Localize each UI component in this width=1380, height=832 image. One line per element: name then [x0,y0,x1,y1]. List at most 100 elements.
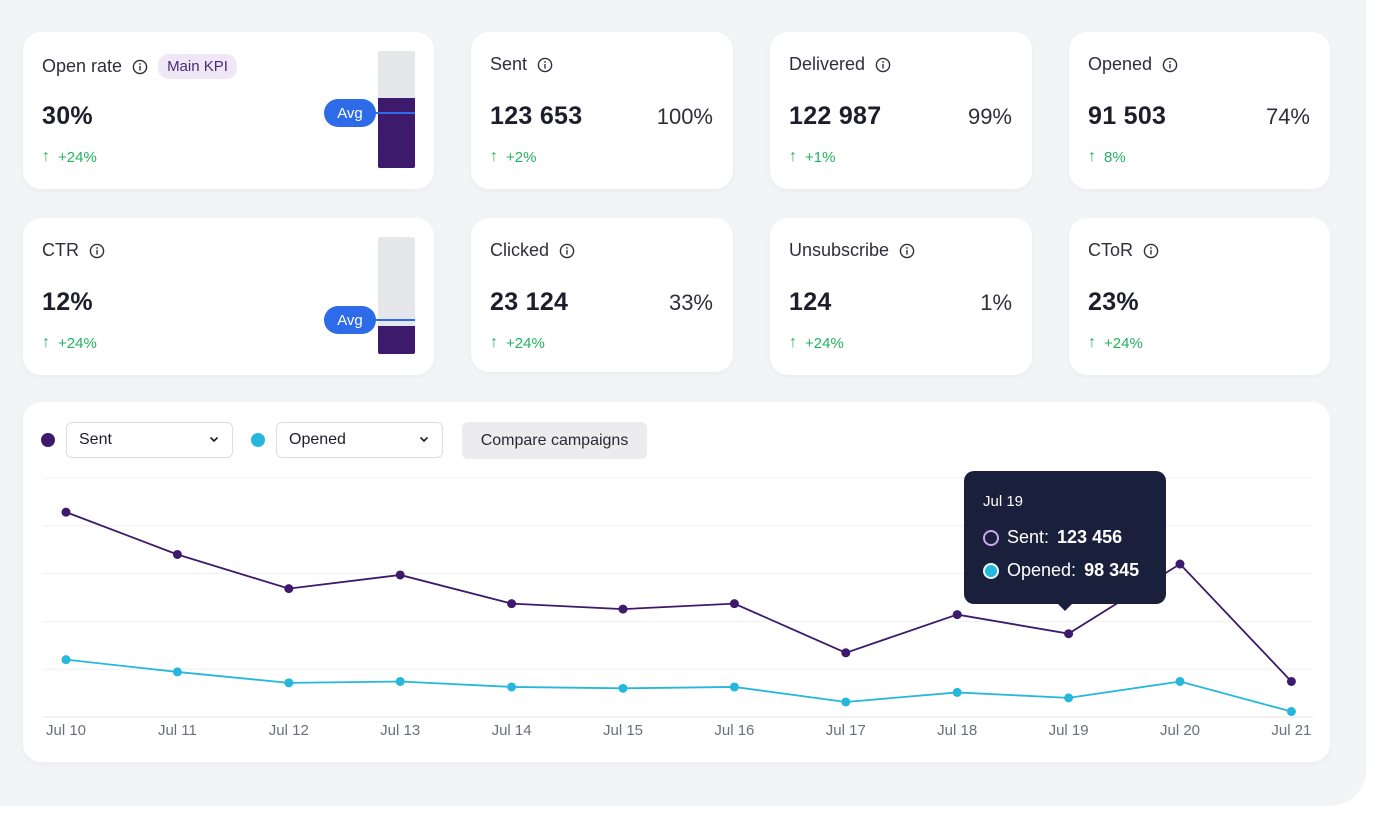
kpi-card-clicked[interactable]: Clicked 23 124 33% ↑ +24% [471,218,733,372]
x-tick-label: Jul 18 [937,722,977,739]
x-tick-label: Jul 13 [380,722,420,739]
arrow-up-icon: ↑ [789,148,797,165]
card-value: 124 [789,288,832,316]
data-point-opened[interactable] [61,655,71,665]
card-delta: ↑ +24% [1088,334,1143,352]
data-point-opened[interactable] [395,676,405,686]
data-point-sent[interactable] [952,610,962,620]
card-value: 23% [1088,288,1139,316]
card-title: Delivered [789,54,866,74]
arrow-up-icon: ↑ [1088,148,1096,165]
card-title: Unsubscribe [789,240,890,260]
card-percent: 33% [668,290,713,315]
series2-select[interactable]: Opened [276,422,443,458]
card-title-row: CToR [1088,240,1159,261]
data-point-sent[interactable] [284,584,294,594]
card-title-row: Sent [490,54,553,75]
tooltip-opened-label: Opened: [1007,560,1077,580]
avg-line [363,319,415,322]
arrow-up-icon: ↑ [490,148,498,165]
data-point-opened[interactable] [841,697,851,707]
info-icon[interactable] [89,243,105,259]
data-point-sent[interactable] [61,507,71,517]
data-point-opened[interactable] [172,667,182,677]
data-point-sent[interactable] [729,599,739,609]
data-point-opened[interactable] [507,682,517,692]
line-chart[interactable]: Jul 10 Jul 11 Jul 12 Jul 13 Jul 14 Jul 15 Jul … [23,402,1330,762]
data-point-sent[interactable] [1064,629,1074,639]
arrow-up-icon: ↑ [1088,334,1096,351]
card-delta: ↑ 8% [1088,148,1126,166]
arrow-up-icon: ↑ [789,334,797,351]
info-icon[interactable] [537,57,553,73]
card-title: Sent [490,54,528,74]
series-line-opened [65,658,1292,713]
sent-marker-icon [983,529,999,546]
data-point-sent[interactable] [507,599,517,609]
data-point-sent[interactable] [395,570,405,580]
data-point-sent[interactable] [841,648,851,658]
series1-select[interactable]: Sent [66,422,233,458]
data-point-opened[interactable] [1175,676,1185,686]
info-icon[interactable] [875,57,891,73]
info-icon[interactable] [1143,243,1159,259]
card-delta: ↑ +24% [490,334,545,352]
card-value: 122 987 [789,102,882,130]
chevron-down-icon [209,436,219,443]
sent-legend-dot [41,433,55,447]
main-kpi-badge: Main KPI [158,54,237,79]
x-tick-label: Jul 19 [1049,722,1089,739]
kpi-card-unsubscribe[interactable]: Unsubscribe 124 1% ↑ +24% [770,218,1032,375]
data-point-sent[interactable] [618,604,628,614]
delta-value: +1% [805,148,836,166]
delta-value: +2% [506,148,537,166]
card-title-row: Opened [1088,54,1178,75]
kpi-level-fill [378,97,415,168]
kpi-card-sent[interactable]: Sent 123 653 100% ↑ +2% [471,32,733,189]
arrow-up-icon: ↑ [42,148,50,165]
x-tick-label: Jul 20 [1160,722,1200,739]
card-delta: ↑ +1% [789,148,835,166]
avg-marker: Avg [324,99,376,127]
info-icon[interactable] [899,243,915,259]
tooltip-pointer-icon [1057,603,1073,611]
card-title: CTR [42,240,79,260]
series-line-sent [65,511,1293,683]
x-tick-label: Jul 16 [714,722,754,739]
kpi-card-opened[interactable]: Opened 91 503 74% ↑ 8% [1069,32,1330,189]
card-title-row: Clicked [490,240,575,261]
series1-select-value: Sent [79,431,112,448]
card-title: Open rate [42,56,123,76]
card-title-row: CTR [42,240,105,261]
delta-value: +24% [58,334,97,352]
kpi-card-ctor[interactable]: CToR 23% ↑ +24% [1069,218,1330,375]
info-icon[interactable] [1162,57,1178,73]
x-tick-label: Jul 15 [603,722,643,739]
data-point-sent[interactable] [1175,559,1185,569]
series2-select-value: Opened [289,431,346,448]
card-value: 23 124 [490,288,569,316]
card-title-row: Delivered [789,54,891,75]
kpi-card-ctr[interactable]: CTR 12% ↑ +24% Avg [23,218,434,375]
delta-value: +24% [506,334,545,352]
delta-value: +24% [1104,334,1143,352]
info-icon[interactable] [132,59,148,75]
tooltip-sent-row: Sent: 123 456 [983,527,1122,548]
info-icon[interactable] [559,243,575,259]
x-tick-label: Jul 10 [46,722,86,739]
data-point-opened[interactable] [1064,693,1074,703]
data-point-opened[interactable] [952,687,962,697]
data-point-opened[interactable] [729,682,739,692]
kpi-card-delivered[interactable]: Delivered 122 987 99% ↑ +1% [770,32,1032,189]
kpi-card-open-rate[interactable]: Open rate Main KPI 30% ↑ +24% Avg [23,32,434,189]
card-delta: ↑ +24% [789,334,844,352]
data-point-opened[interactable] [618,683,628,693]
data-point-sent[interactable] [1286,676,1296,686]
compare-campaigns-button[interactable]: Compare campaigns [462,422,647,459]
data-point-opened[interactable] [1286,707,1296,717]
card-delta: ↑ +24% [42,148,97,166]
data-point-sent[interactable] [172,549,182,559]
card-delta: ↑ +2% [490,148,536,166]
data-point-opened[interactable] [284,678,294,688]
chart-tooltip: Jul 19 Sent: 123 456 Opened: 98 345 [964,471,1166,611]
